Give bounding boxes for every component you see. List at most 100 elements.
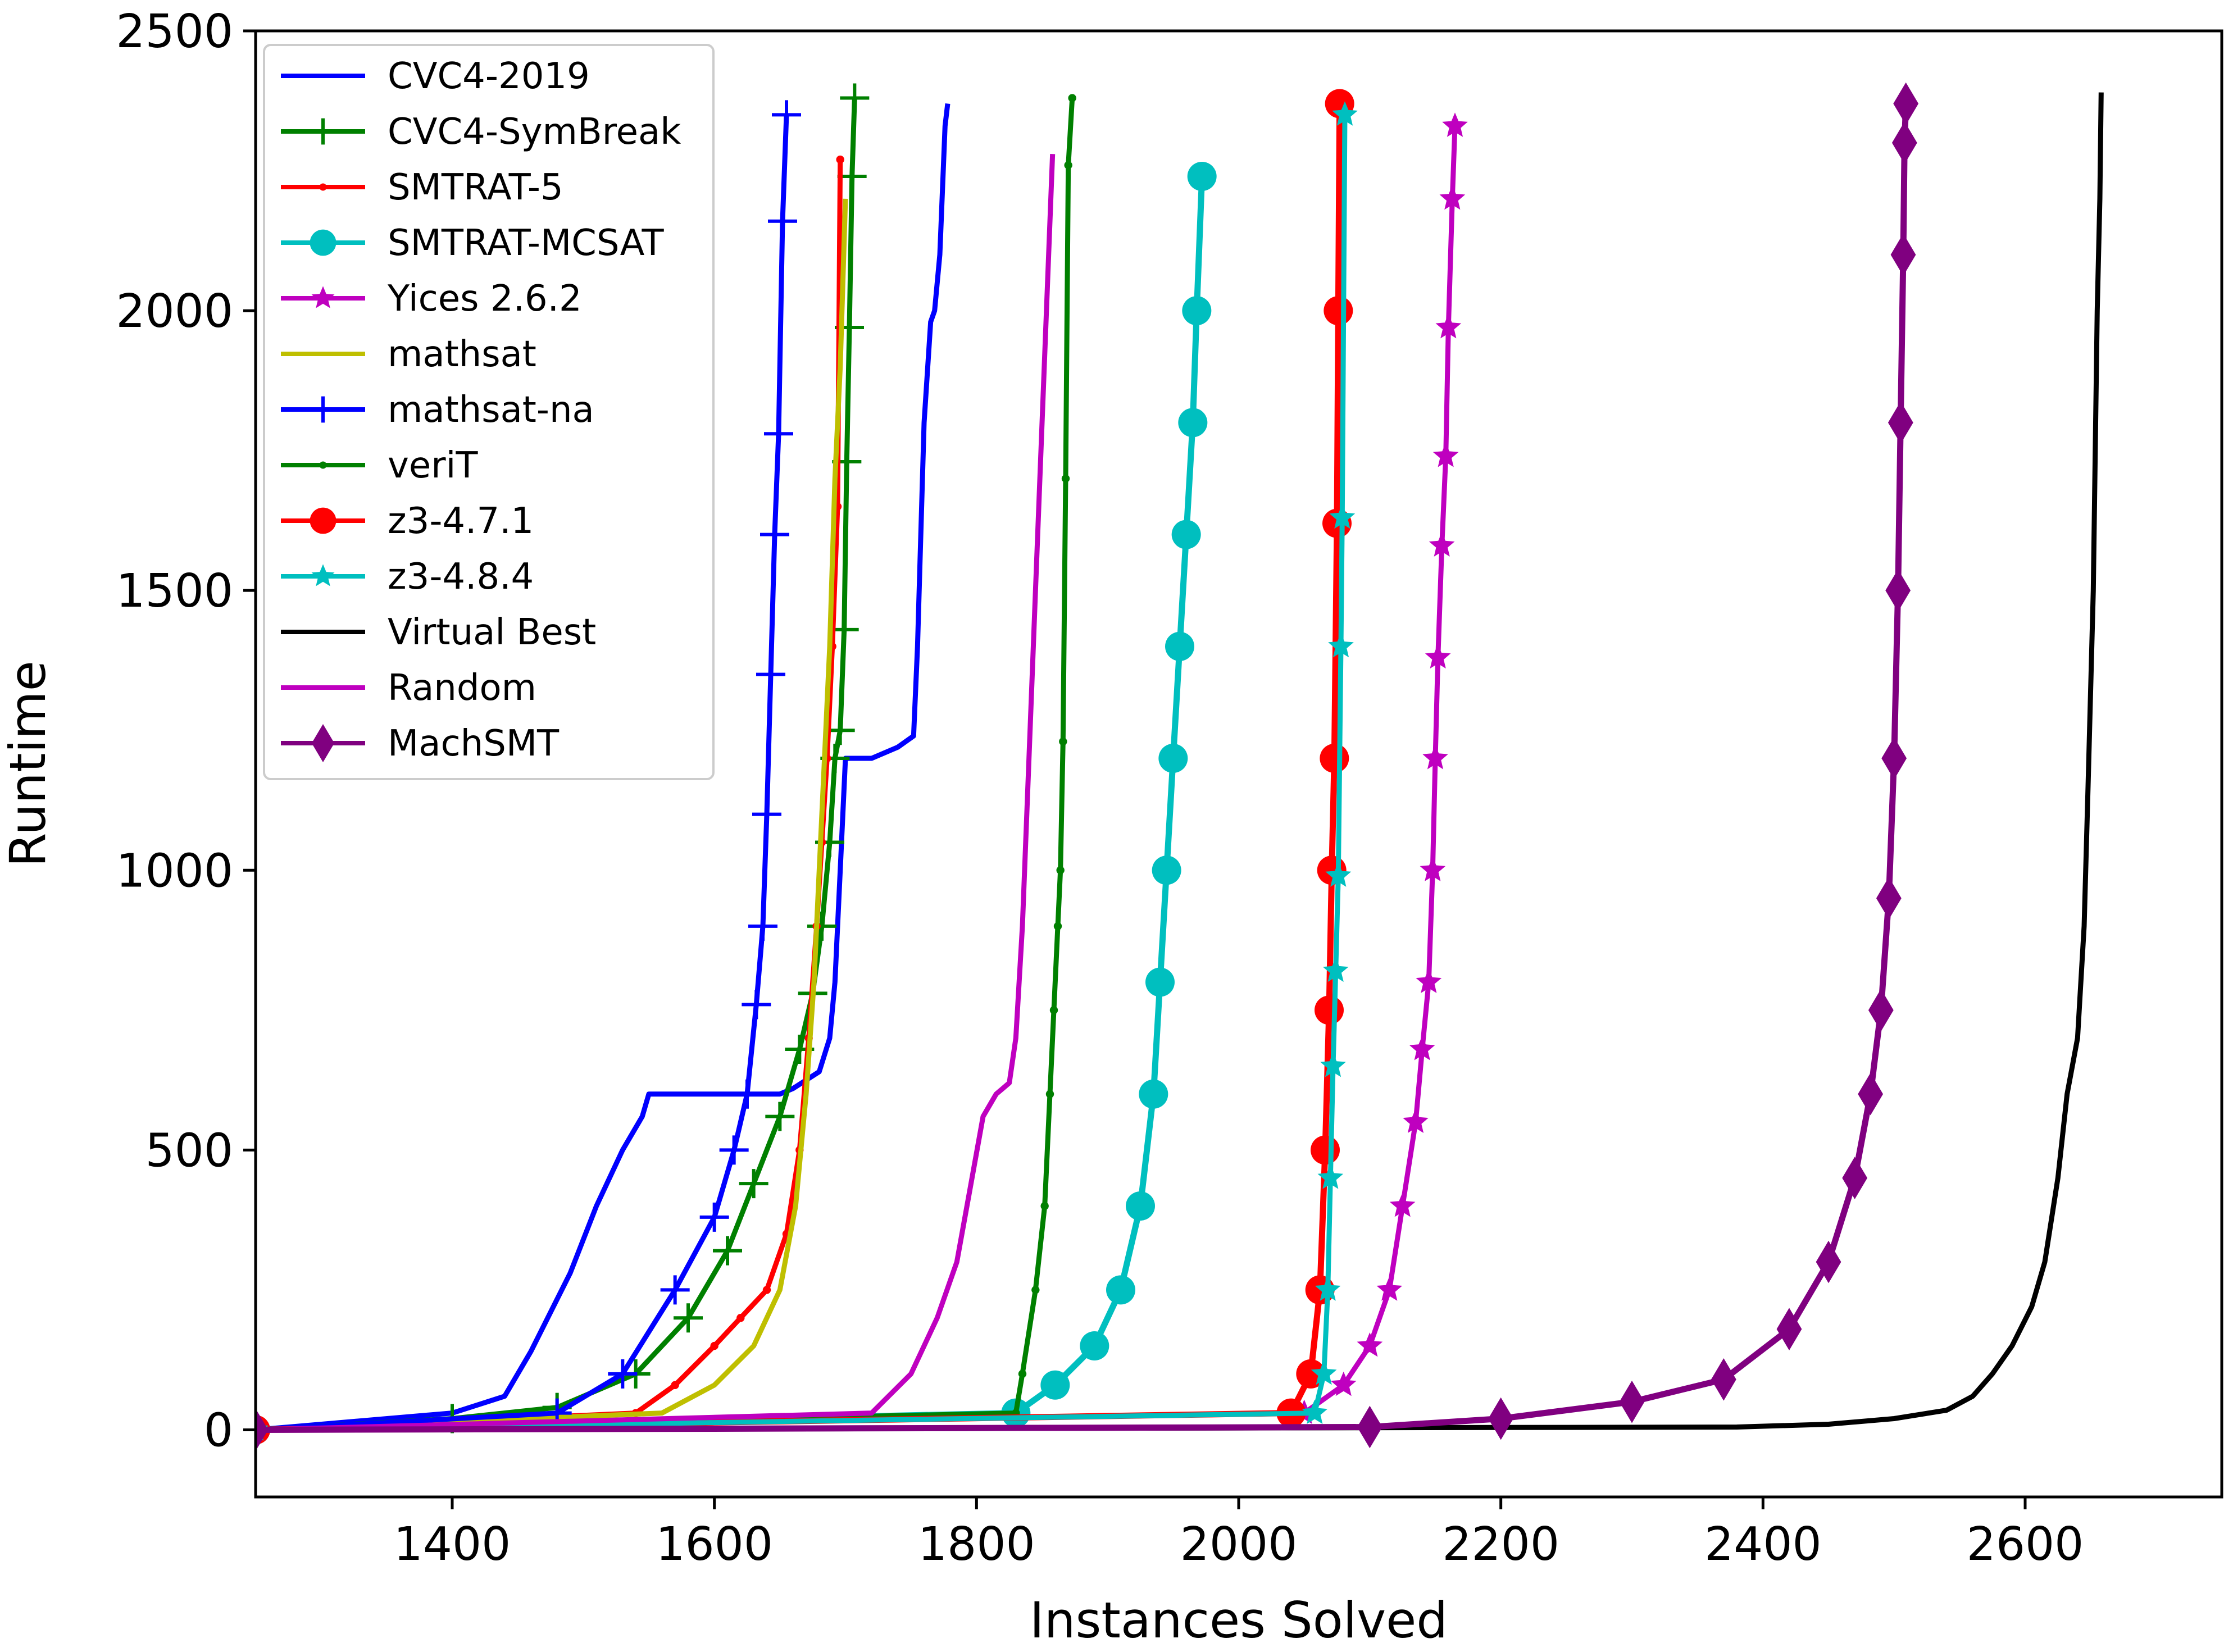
data-point bbox=[1330, 1371, 1357, 1396]
data-point bbox=[768, 206, 797, 236]
data-point bbox=[742, 990, 771, 1020]
data-point bbox=[1876, 877, 1902, 920]
legend-label: SMTRAT-MCSAT bbox=[388, 222, 664, 264]
data-point bbox=[1432, 443, 1459, 467]
series-virtual-best bbox=[256, 92, 2104, 1432]
data-point bbox=[1409, 1036, 1435, 1061]
data-point bbox=[1357, 1332, 1383, 1357]
data-point bbox=[807, 911, 836, 941]
data-point bbox=[1425, 644, 1451, 669]
x-tick-label: 1600 bbox=[656, 1518, 773, 1571]
legend-item-smtrat-mcsat: SMTRAT-MCSAT bbox=[281, 222, 664, 264]
data-point bbox=[1885, 569, 1911, 612]
data-point bbox=[713, 1236, 742, 1266]
data-point bbox=[1888, 401, 1913, 444]
legend-item-machsmt: MachSMT bbox=[281, 723, 560, 764]
series-line-random bbox=[256, 154, 1056, 1432]
data-point bbox=[772, 100, 801, 130]
data-point bbox=[1422, 745, 1448, 770]
data-point bbox=[1040, 1370, 1070, 1400]
legend-label: SMTRAT-5 bbox=[388, 167, 563, 208]
x-tick-label: 2200 bbox=[1442, 1518, 1559, 1571]
legend-box bbox=[263, 44, 715, 780]
data-point bbox=[1439, 185, 1466, 210]
data-point bbox=[733, 1079, 762, 1109]
data-point bbox=[1126, 1191, 1155, 1221]
data-point bbox=[756, 659, 785, 689]
data-point bbox=[1059, 737, 1067, 746]
data-point bbox=[736, 1314, 745, 1322]
data-point bbox=[762, 1286, 771, 1294]
data-point bbox=[1328, 632, 1354, 658]
y-tick-label: 1000 bbox=[116, 844, 233, 898]
data-point bbox=[256, 1408, 269, 1451]
series-mathsat bbox=[256, 198, 848, 1432]
y-tick-label: 500 bbox=[145, 1124, 233, 1177]
data-point bbox=[1145, 967, 1175, 997]
data-point bbox=[1416, 968, 1442, 993]
data-point bbox=[1891, 121, 1917, 165]
legend-label: Virtual Best bbox=[388, 612, 596, 653]
data-point bbox=[765, 1102, 795, 1131]
data-point bbox=[1317, 1164, 1344, 1189]
data-point bbox=[1061, 474, 1070, 483]
legend-label: Random bbox=[388, 667, 536, 709]
data-point bbox=[764, 419, 793, 449]
legend-marker bbox=[311, 286, 335, 308]
data-point bbox=[1056, 866, 1065, 875]
data-point bbox=[1881, 737, 1907, 780]
legend-label: veriT bbox=[388, 445, 478, 486]
data-point bbox=[1442, 112, 1468, 137]
legend-item-mathsat: mathsat bbox=[281, 334, 536, 375]
data-point bbox=[1711, 1358, 1736, 1401]
x-tick-label: 1400 bbox=[394, 1518, 511, 1571]
data-point bbox=[1376, 1276, 1403, 1301]
data-point bbox=[1182, 296, 1212, 326]
data-point bbox=[752, 799, 781, 829]
x-tick-label: 2400 bbox=[1704, 1518, 1822, 1571]
legend-item-verit: veriT bbox=[281, 445, 478, 486]
legend-marker bbox=[310, 507, 336, 534]
data-point bbox=[1178, 408, 1208, 438]
data-point bbox=[1357, 1405, 1382, 1449]
legend-item-yices-2-6-2: Yices 2.6.2 bbox=[281, 278, 582, 320]
data-point bbox=[1320, 1052, 1346, 1077]
data-point bbox=[1053, 922, 1062, 931]
data-point bbox=[748, 911, 777, 941]
legend-marker bbox=[310, 396, 336, 423]
series-line-cvc4-2019 bbox=[256, 103, 950, 1432]
data-point bbox=[836, 155, 844, 164]
data-point bbox=[1064, 161, 1072, 170]
data-point bbox=[1858, 1072, 1884, 1116]
legend-item-virtual-best: Virtual Best bbox=[281, 612, 596, 653]
series-mathsat-na bbox=[256, 100, 801, 1445]
legend-marker bbox=[311, 723, 335, 763]
data-point bbox=[1322, 957, 1349, 982]
y-tick-label: 2500 bbox=[116, 5, 233, 58]
data-point bbox=[1315, 995, 1344, 1025]
y-tick-label: 1500 bbox=[116, 565, 233, 618]
legend-label: CVC4-2019 bbox=[388, 56, 590, 97]
data-point bbox=[1435, 314, 1462, 339]
data-point bbox=[1868, 989, 1894, 1032]
series-machsmt bbox=[256, 82, 1919, 1451]
legend-item-smtrat-5: SMTRAT-5 bbox=[281, 167, 563, 208]
legend-marker bbox=[310, 118, 336, 145]
data-point bbox=[1158, 744, 1188, 773]
data-point bbox=[1049, 1006, 1058, 1014]
legend: CVC4-2019 CVC4-SymBreak SMTRAT-5 SMTRAT-MCS… bbox=[263, 44, 715, 780]
legend-marker bbox=[319, 183, 327, 191]
series-smtrat-mcsat bbox=[256, 162, 1217, 1445]
y-axis-label: Runtime bbox=[0, 661, 57, 867]
legend-item-mathsat-na: mathsat-na bbox=[281, 389, 594, 431]
data-point bbox=[1106, 1275, 1135, 1305]
data-point bbox=[1429, 532, 1455, 557]
data-point bbox=[1311, 1360, 1337, 1385]
x-tick-label: 1800 bbox=[918, 1518, 1035, 1571]
legend-label: MachSMT bbox=[388, 723, 560, 764]
data-point bbox=[1018, 1369, 1027, 1378]
legend-marker bbox=[311, 564, 335, 586]
plot-area bbox=[256, 82, 2104, 1451]
series-line-virtual-best bbox=[256, 92, 2104, 1432]
legend-item-z3-4-7-1: z3-4.7.1 bbox=[281, 500, 534, 542]
